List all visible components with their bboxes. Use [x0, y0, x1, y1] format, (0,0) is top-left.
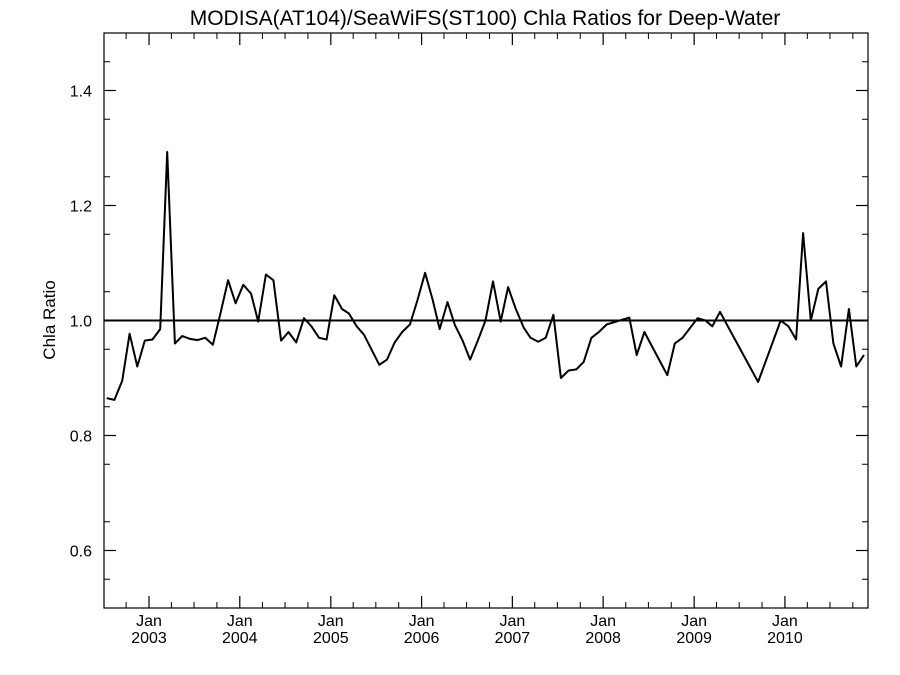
x-tick-label-year: 2008	[585, 630, 621, 647]
x-tick-label-year: 2007	[495, 630, 531, 647]
x-tick-label-month: Jan	[409, 613, 435, 630]
x-tick-label-month: Jan	[590, 613, 616, 630]
x-tick-label-month: Jan	[136, 613, 162, 630]
axis-tick-labels: 0.60.81.01.21.4Jan2003Jan2004Jan2005Jan2…	[70, 84, 803, 648]
x-tick-label-month: Jan	[681, 613, 707, 630]
y-tick-label: 1.4	[70, 84, 92, 101]
x-tick-label-year: 2003	[131, 630, 167, 647]
chart-title: MODISA(AT104)/SeaWiFS(ST100) Chla Ratios…	[190, 7, 781, 30]
x-tick-label-month: Jan	[318, 613, 344, 630]
x-tick-label-year: 2006	[404, 630, 440, 647]
x-tick-label-year: 2005	[313, 630, 349, 647]
x-tick-label-year: 2009	[676, 630, 712, 647]
y-tick-label: 1.2	[70, 199, 92, 216]
x-tick-label-month: Jan	[772, 613, 798, 630]
x-tick-label-year: 2004	[222, 630, 258, 647]
y-tick-label: 0.8	[70, 429, 92, 446]
x-tick-label-year: 2010	[767, 630, 803, 647]
x-tick-label-month: Jan	[499, 613, 525, 630]
chla-ratio-series-line	[106, 151, 865, 401]
x-tick-label-month: Jan	[227, 613, 253, 630]
y-tick-label: 0.6	[70, 544, 92, 561]
plot-frame	[103, 32, 869, 609]
y-tick-label: 1.0	[70, 314, 92, 331]
y-axis-label: Chla Ratio	[40, 280, 59, 359]
